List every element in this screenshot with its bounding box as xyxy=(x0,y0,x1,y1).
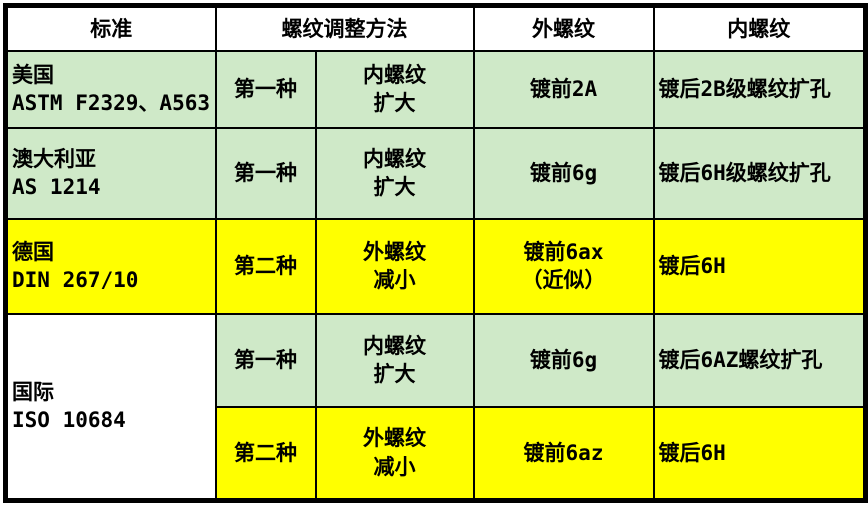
cell-type-iso-second: 第二种 xyxy=(214,405,317,502)
cell-method-iso-second: 外螺纹 减小 xyxy=(314,405,475,502)
cell-internal-australia: 镀后6H级螺纹扩孔 xyxy=(652,126,867,220)
header-internal-thread: 内螺纹 xyxy=(652,4,867,52)
table-row-iso-second: 第二种 外螺纹 减小 镀前6az 镀后6H xyxy=(6,405,867,502)
table-row-australia: 澳大利亚 AS 1214 第一种 内螺纹 扩大 镀前6g 镀后6H级螺纹扩孔 xyxy=(4,126,867,220)
header-method: 螺纹调整方法 xyxy=(214,4,475,52)
cell-external-australia: 镀前6g xyxy=(472,126,655,220)
table-row-germany: 德国 DIN 267/10 第二种 外螺纹 减小 镀前6ax （近似） 镀后6H xyxy=(4,217,867,315)
cell-type-iso-first: 第一种 xyxy=(214,312,317,408)
table-row-usa: 美国 ASTM F2329、A563 第一种 内螺纹 扩大 镀前2A 镀后2B级… xyxy=(4,49,867,129)
cell-external-usa: 镀前2A xyxy=(472,49,655,129)
header-external-thread: 外螺纹 xyxy=(472,4,655,52)
cell-external-germany: 镀前6ax （近似） xyxy=(472,217,655,315)
cell-standard-germany: 德国 DIN 267/10 xyxy=(4,217,217,315)
cell-standard-australia: 澳大利亚 AS 1214 xyxy=(4,126,217,220)
cell-standard-usa: 美国 ASTM F2329、A563 xyxy=(4,49,217,129)
thread-adjustment-table: 标准 螺纹调整方法 外螺纹 内螺纹 美国 ASTM F2329、A563 第一种… xyxy=(3,3,868,503)
cell-method-australia: 内螺纹 扩大 xyxy=(314,126,475,220)
cell-standard-iso: 国际 ISO 10684 xyxy=(4,312,217,502)
cell-method-iso-first: 内螺纹 扩大 xyxy=(314,312,475,408)
cell-internal-germany: 镀后6H xyxy=(652,217,867,315)
cell-type-australia: 第一种 xyxy=(214,126,317,220)
cell-method-usa: 内螺纹 扩大 xyxy=(314,49,475,129)
header-row: 标准 螺纹调整方法 外螺纹 内螺纹 xyxy=(4,4,867,52)
cell-internal-usa: 镀后2B级螺纹扩孔 xyxy=(652,49,867,129)
header-standard: 标准 xyxy=(4,4,217,52)
cell-type-usa: 第一种 xyxy=(214,49,317,129)
cell-external-iso-second: 镀前6az xyxy=(472,405,655,502)
cell-internal-iso-second: 镀后6H xyxy=(652,405,867,502)
cell-type-germany: 第二种 xyxy=(214,217,317,315)
cell-internal-iso-first: 镀后6AZ螺纹扩孔 xyxy=(652,312,867,408)
cell-external-iso-first: 镀前6g xyxy=(472,312,655,408)
cell-method-germany: 外螺纹 减小 xyxy=(314,217,475,315)
table-row-iso-first: 国际 ISO 10684 第一种 内螺纹 扩大 镀前6g 镀后6AZ螺纹扩孔 xyxy=(4,312,867,502)
